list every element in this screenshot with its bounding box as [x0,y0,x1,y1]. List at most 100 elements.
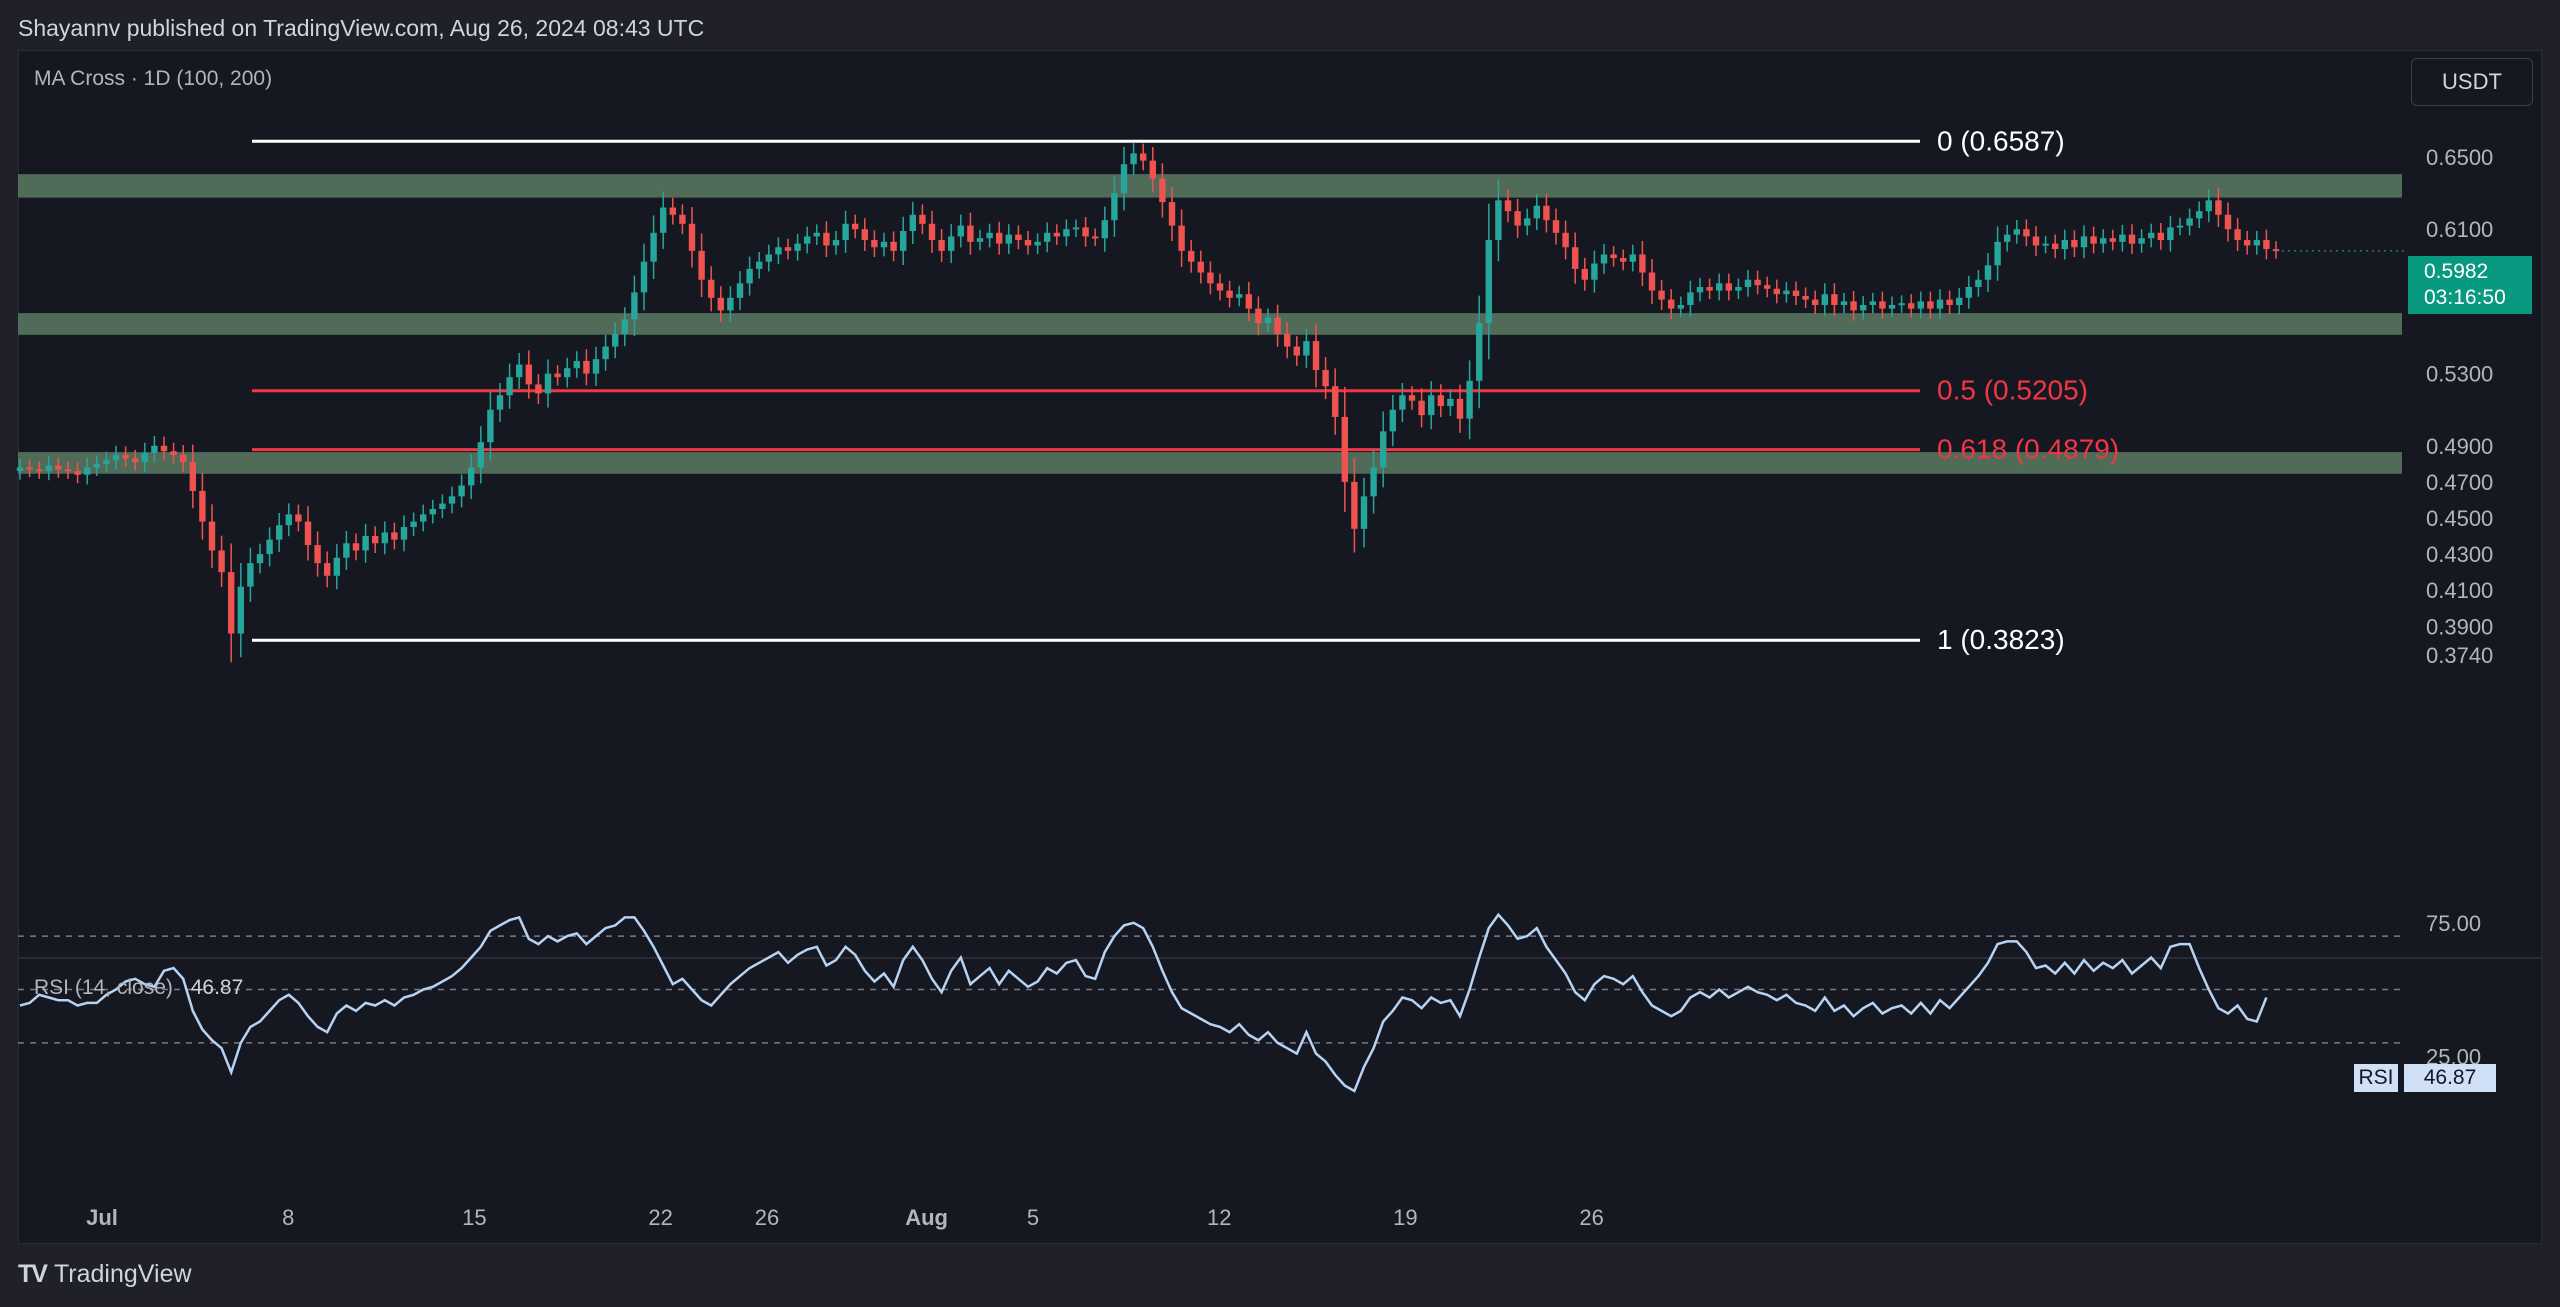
candle-body [381,532,388,544]
candle-body [861,229,868,241]
candle-body [1130,153,1137,165]
candle-body [1581,268,1588,280]
candle-body [1447,398,1454,407]
rsi-tick-0: 75.00 [2426,911,2481,936]
candle-body [1802,295,1809,300]
candle-body [45,465,52,472]
indicator-title[interactable]: MA Cross · 1D (100, 200) [34,67,273,90]
candle-body [2186,218,2193,226]
candle-body [36,469,43,472]
candle-body [1629,254,1636,262]
candle-body [1668,299,1675,309]
tradingview-brand[interactable]: TV TradingView [18,1260,192,1289]
candle-body [1437,395,1444,407]
candle-body [1984,265,1992,280]
candle-body [439,503,446,509]
candle-body [1063,229,1070,237]
candle-body [612,333,619,347]
time-tick-0: Jul [86,1205,118,1230]
candle-body [1284,333,1291,347]
candle-body [2167,227,2174,241]
candle-body [1696,286,1704,293]
fib-label-2: 0.618 (0.4879) [1937,434,2119,465]
candle-body [1082,227,1089,237]
candle-body [1044,232,1051,242]
rsi-tag-value: 46.87 [2404,1064,2496,1092]
candle-body [900,231,907,251]
candle-body [372,536,379,544]
candle-body [1514,211,1521,226]
candle-body [1591,263,1598,280]
candle-body [1965,286,1972,298]
candle-body [1178,225,1185,251]
candle-body [1927,301,1934,309]
candle-body [1168,202,1176,226]
candle-body [2052,243,2059,250]
footer-bar [0,1246,2560,1307]
zone-1 [18,313,2402,335]
candle-body [1744,279,1752,287]
candle-body [1735,286,1742,291]
candle-body [948,236,955,251]
candle-body [324,563,331,576]
candle-body [986,232,993,239]
candle-body [1351,481,1358,529]
candle-body [1322,369,1329,387]
candle-body [2244,240,2251,246]
candle-body [2148,232,2155,239]
candle-body [266,539,273,555]
candle-body [1159,178,1166,203]
candle-body [1917,301,1924,309]
candle-body [1821,294,1828,306]
candle-body [103,460,110,464]
candle-body [304,521,312,546]
candle-body [1610,254,1617,259]
currency-button[interactable]: USDT [2411,58,2533,106]
time-tick-7: 12 [1207,1205,1231,1230]
candle-body [429,508,436,515]
candle-body [2023,229,2030,237]
candle-body [458,485,465,497]
candle-body [1197,261,1204,273]
candle-body [852,223,859,230]
candle-body [976,238,984,242]
candle-body [420,514,427,522]
candle-body [1149,160,1156,179]
time-tick-5: Aug [905,1205,948,1230]
publisher-text: Shayannv published on TradingView.com, A… [18,15,705,41]
candle-body [1533,205,1540,219]
candle-body [199,490,206,522]
candle-body [314,545,321,564]
candle-body [621,319,628,334]
candle-body [295,514,302,522]
candle-body [352,543,360,551]
candle-body [880,241,888,248]
candle-body [410,521,417,528]
candle-body [871,240,878,248]
candle-body [1207,272,1214,284]
candle-body [996,232,1003,244]
candle-body [1034,241,1041,246]
candle-body [2080,236,2088,248]
candle-body [765,254,772,262]
candle-body [525,364,532,385]
candle-body [842,223,849,241]
candle-body [1303,341,1310,356]
rsi-title[interactable]: RSI (14, close) 46.87 [34,976,243,1000]
price-tick-8: 0.4100 [2426,578,2493,603]
candle-body [928,223,936,241]
candle-body [1956,297,1963,306]
candle-body [775,247,782,255]
candle-body [1418,400,1425,416]
candle-body [477,442,484,468]
candle-body [1908,303,1915,309]
candle-body [1524,218,1531,226]
candle-body [1072,227,1080,230]
candle-body [938,240,945,251]
candle-body [727,297,734,311]
candle-body [516,364,523,378]
candle-body [1255,308,1262,324]
price-tick-0: 0.6500 [2426,145,2493,170]
candle-body [2157,232,2164,241]
